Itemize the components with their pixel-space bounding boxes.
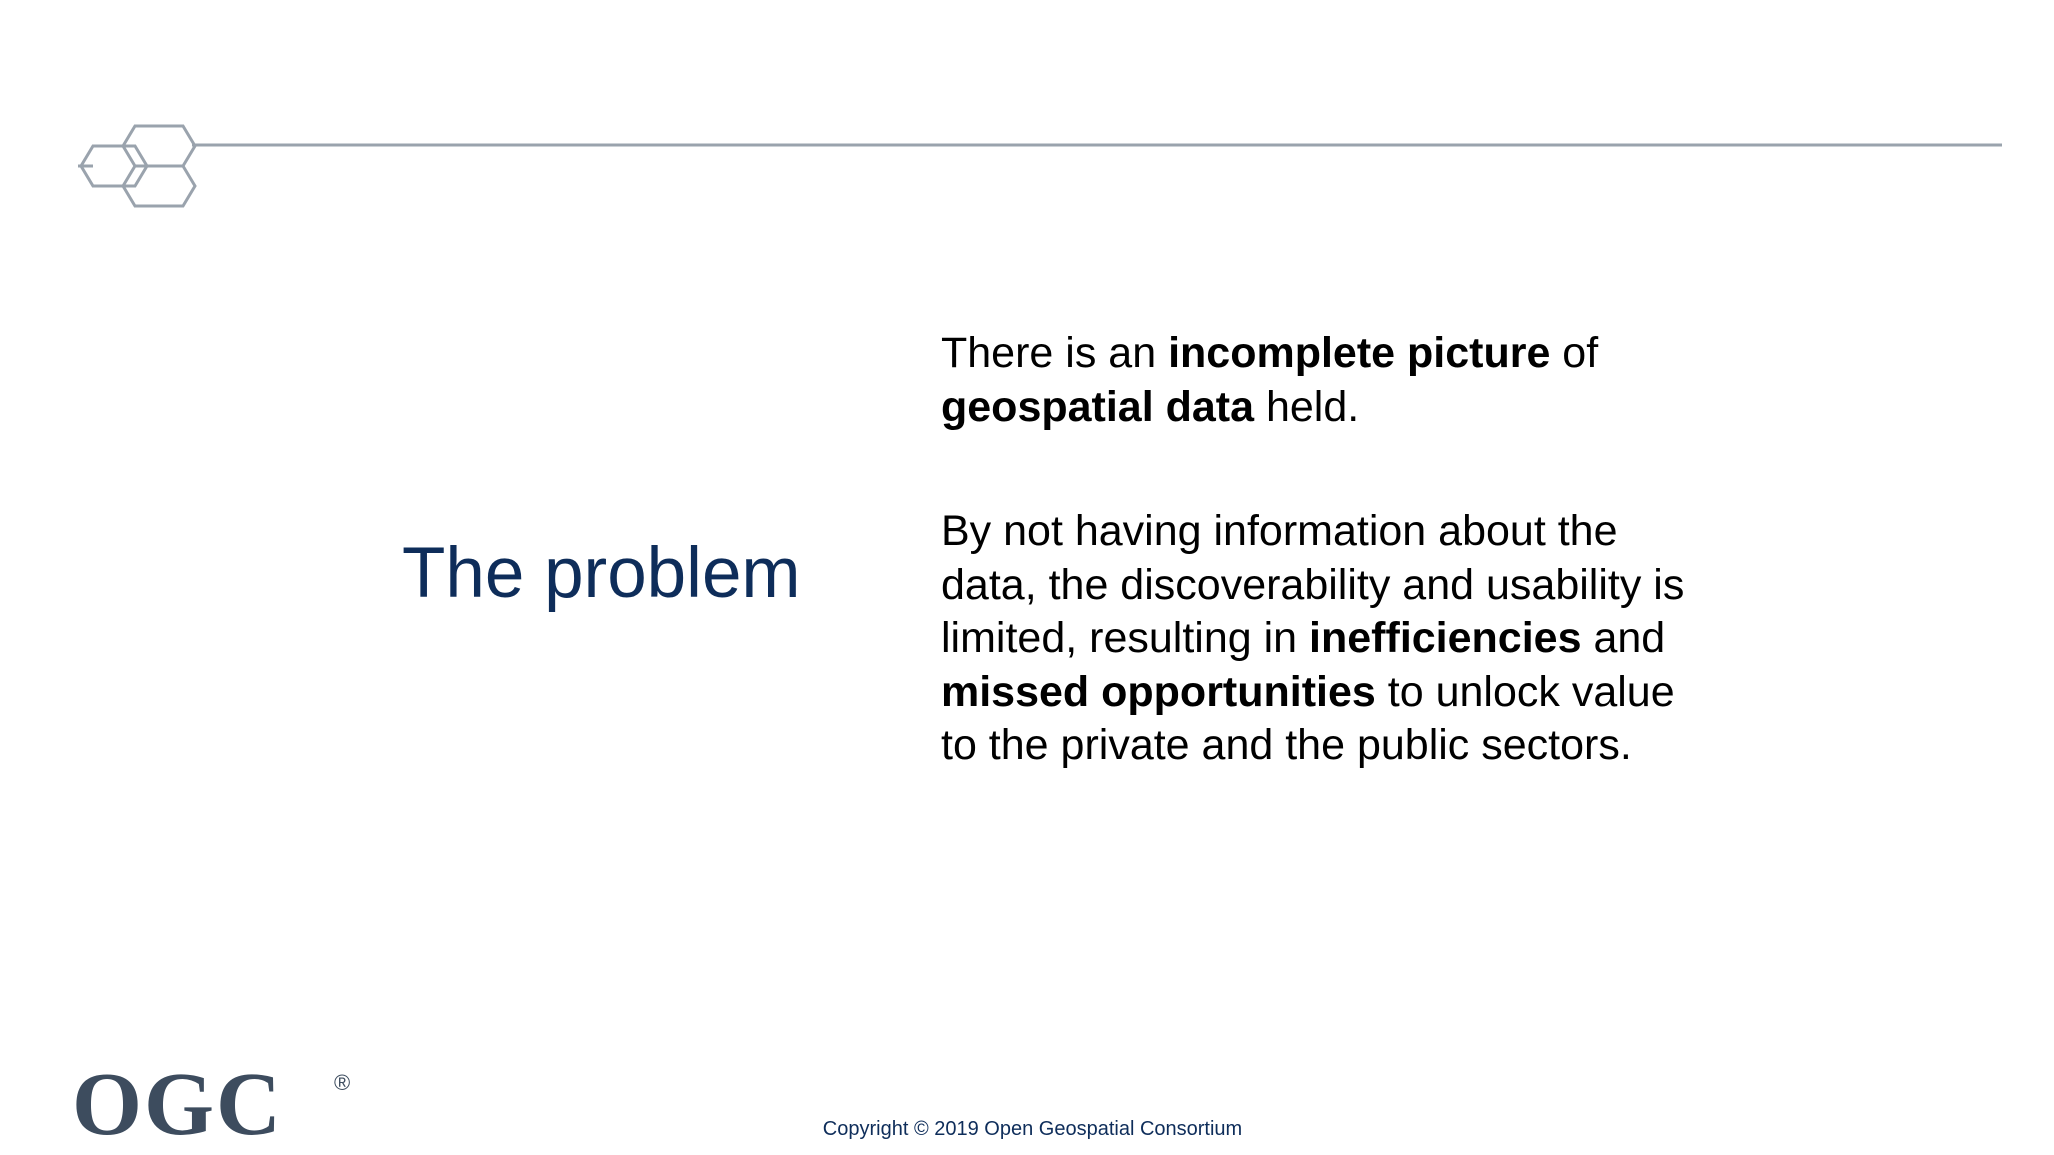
paragraph-text: By not having information about the data… <box>941 507 1685 662</box>
paragraph-text: and <box>1581 614 1666 662</box>
emphasis-text: inefficiencies <box>1309 614 1582 662</box>
copyright-notice: Copyright © 2019 Open Geospatial Consort… <box>822 1118 1243 1140</box>
paragraph-text: to unlock value to the private and the p… <box>941 667 1675 770</box>
emphasis-text: geospatial data <box>941 382 1255 431</box>
emphasis-text: missed opportunities <box>941 667 1376 716</box>
header-decoration <box>78 124 2002 208</box>
paragraph-text: There is an <box>941 329 1169 377</box>
paragraph-text: held. <box>1254 382 1360 431</box>
paragraph-text: of <box>1550 329 1599 377</box>
ogc-logo: OGC <box>72 1055 284 1154</box>
paragraph-2: By not having information about the data… <box>941 505 1721 773</box>
registered-mark: ® <box>334 1070 351 1095</box>
body-text: There is an incomplete picture of geospa… <box>941 327 1721 773</box>
hexagon-cluster-icon <box>78 124 197 208</box>
slide-title: The problem <box>402 534 801 613</box>
paragraph-1: There is an incomplete picture of geospa… <box>941 327 1721 434</box>
emphasis-text: incomplete picture <box>1168 329 1551 377</box>
